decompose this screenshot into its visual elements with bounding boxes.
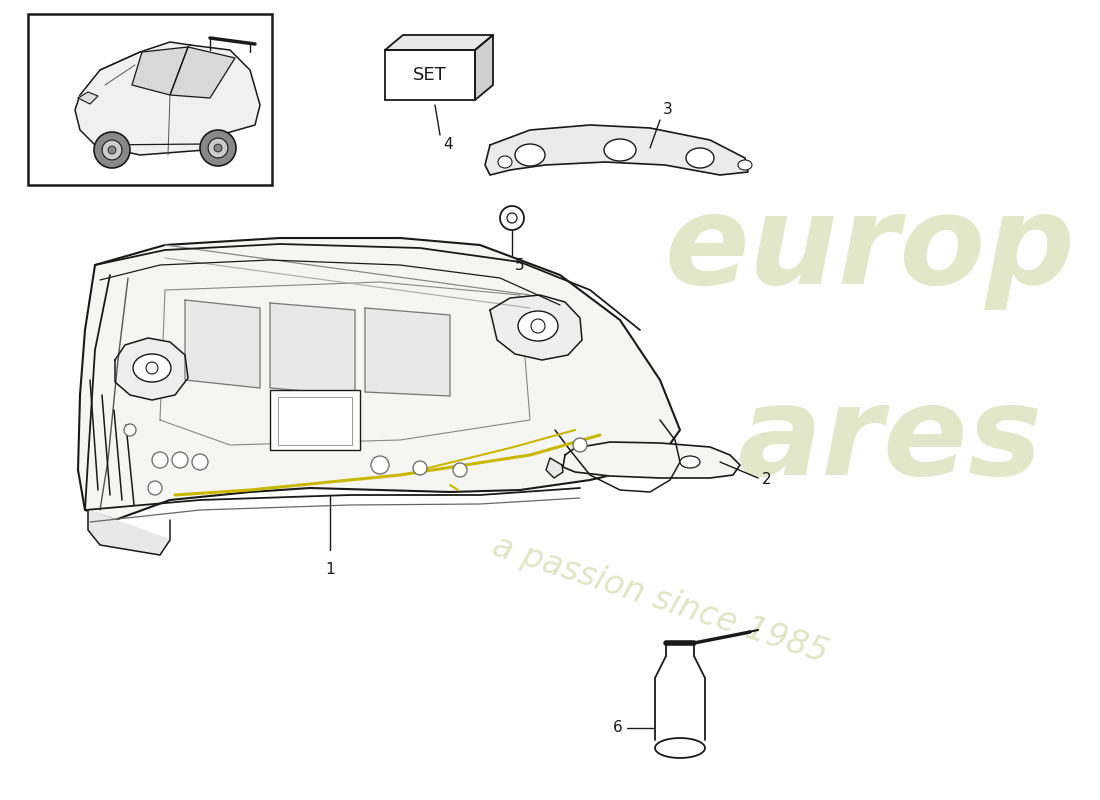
Text: a passion since 1985: a passion since 1985 xyxy=(488,530,832,670)
Ellipse shape xyxy=(498,156,512,168)
Circle shape xyxy=(152,452,168,468)
Text: 4: 4 xyxy=(443,137,452,152)
Polygon shape xyxy=(78,92,98,104)
Circle shape xyxy=(531,319,544,333)
Circle shape xyxy=(214,144,222,152)
Circle shape xyxy=(146,362,158,374)
Circle shape xyxy=(148,481,162,495)
Circle shape xyxy=(102,140,122,160)
Circle shape xyxy=(192,454,208,470)
Circle shape xyxy=(371,456,389,474)
Ellipse shape xyxy=(654,738,705,758)
Polygon shape xyxy=(78,238,680,520)
Ellipse shape xyxy=(686,148,714,168)
Bar xyxy=(270,390,360,450)
Text: 3: 3 xyxy=(663,102,673,117)
Text: 6: 6 xyxy=(614,721,623,735)
Text: 2: 2 xyxy=(762,473,771,487)
Circle shape xyxy=(124,424,136,436)
Polygon shape xyxy=(160,282,530,445)
Circle shape xyxy=(108,146,115,154)
Bar xyxy=(385,50,475,100)
Circle shape xyxy=(94,132,130,168)
Circle shape xyxy=(453,463,468,477)
Polygon shape xyxy=(270,303,355,395)
Circle shape xyxy=(208,138,228,158)
Bar xyxy=(28,14,272,185)
Polygon shape xyxy=(546,458,563,478)
Polygon shape xyxy=(116,338,188,400)
Ellipse shape xyxy=(604,139,636,161)
Ellipse shape xyxy=(738,160,752,170)
Polygon shape xyxy=(185,300,260,388)
Ellipse shape xyxy=(133,354,170,382)
Bar xyxy=(278,397,352,445)
Circle shape xyxy=(573,438,587,452)
Polygon shape xyxy=(385,35,493,50)
Text: SET: SET xyxy=(414,66,447,84)
Polygon shape xyxy=(490,295,582,360)
Ellipse shape xyxy=(515,144,544,166)
Ellipse shape xyxy=(680,456,700,468)
Polygon shape xyxy=(475,35,493,100)
Polygon shape xyxy=(132,47,188,95)
Circle shape xyxy=(500,206,524,230)
Polygon shape xyxy=(485,125,748,175)
Polygon shape xyxy=(563,442,740,478)
Circle shape xyxy=(200,130,236,166)
Polygon shape xyxy=(365,308,450,396)
Polygon shape xyxy=(88,510,170,555)
Text: 1: 1 xyxy=(326,562,334,577)
Polygon shape xyxy=(75,42,260,155)
Text: ares: ares xyxy=(737,380,1043,501)
Polygon shape xyxy=(170,47,235,98)
Circle shape xyxy=(412,461,427,475)
Circle shape xyxy=(507,213,517,223)
Ellipse shape xyxy=(518,311,558,341)
Circle shape xyxy=(172,452,188,468)
Text: 5: 5 xyxy=(515,258,525,273)
Text: europ: europ xyxy=(664,189,1076,310)
